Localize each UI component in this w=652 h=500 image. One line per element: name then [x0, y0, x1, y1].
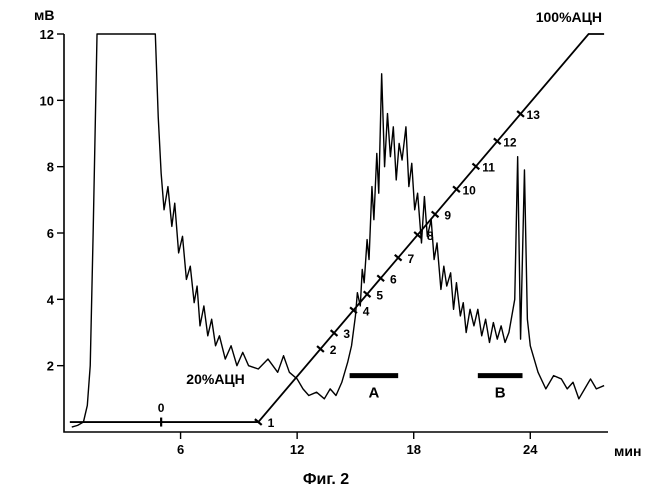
chart-svg: 246810126121824мBмин01234567891011121320…	[0, 0, 652, 500]
gradient-marker-label: 7	[407, 252, 414, 266]
figure-caption: Фиг. 2	[303, 471, 349, 488]
x-tick-label: 24	[523, 442, 538, 457]
gradient-marker-label: 2	[330, 343, 337, 357]
gradient-marker-label: 0	[158, 401, 165, 415]
y-tick-label: 8	[47, 160, 54, 175]
gradient-marker-label: 5	[376, 288, 383, 302]
y-tick-label: 4	[47, 292, 55, 307]
gradient-start-label: 20%АЦН	[186, 371, 244, 387]
y-tick-label: 2	[47, 359, 54, 374]
region-label-A: A	[368, 385, 379, 402]
x-tick-label: 18	[406, 442, 420, 457]
gradient-marker-label: 13	[527, 108, 541, 122]
gradient-marker-label: 12	[503, 135, 517, 149]
y-tick-label: 10	[40, 93, 54, 108]
chromatogram-figure: 246810126121824мBмин01234567891011121320…	[0, 0, 652, 500]
x-tick-label: 12	[290, 442, 304, 457]
gradient-marker-label: 1	[268, 416, 275, 430]
region-label-B: B	[495, 385, 506, 402]
gradient-marker-label: 4	[363, 304, 370, 318]
gradient-marker-label: 6	[390, 272, 397, 286]
gradient-marker-label: 3	[343, 327, 350, 341]
gradient-marker-label: 9	[444, 208, 451, 222]
gradient-end-label: 100%АЦН	[536, 9, 602, 25]
gradient-marker-label: 11	[482, 160, 495, 174]
y-tick-label: 12	[40, 27, 54, 42]
x-tick-label: 6	[177, 442, 184, 457]
x-axis-label: мин	[614, 443, 641, 459]
y-axis-label: мB	[34, 7, 54, 23]
gradient-marker-label: 8	[427, 229, 434, 243]
y-tick-label: 6	[47, 226, 54, 241]
gradient-marker-label: 10	[462, 183, 476, 197]
